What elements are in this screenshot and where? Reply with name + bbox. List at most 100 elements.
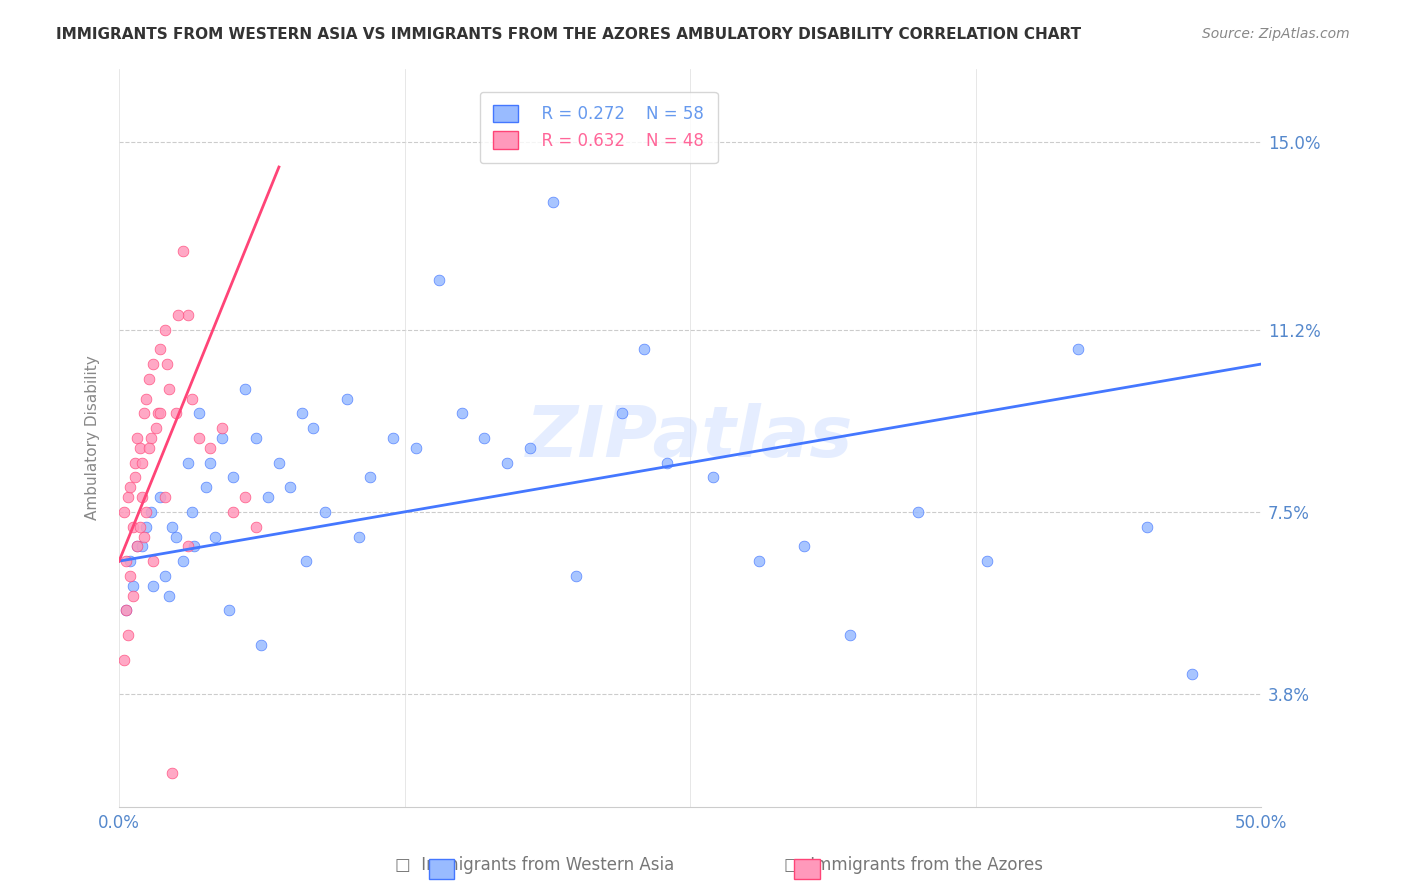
Point — [336, 392, 359, 406]
Legend:   R = 0.272    N = 58,   R = 0.632    N = 48: R = 0.272 N = 58, R = 0.632 N = 48 — [479, 92, 717, 163]
Point — [121, 519, 143, 533]
Y-axis label: Ambulatory Disability: Ambulatory Disability — [86, 356, 100, 520]
Point — [181, 392, 204, 406]
Point — [565, 569, 588, 583]
Point — [245, 431, 267, 445]
Point — [149, 406, 172, 420]
Point — [218, 603, 240, 617]
Point — [131, 490, 153, 504]
Point — [156, 357, 179, 371]
Point — [160, 766, 183, 780]
Point — [793, 540, 815, 554]
Point — [633, 343, 655, 357]
Point — [474, 431, 496, 445]
Point — [211, 431, 233, 445]
Point — [135, 519, 157, 533]
Point — [112, 505, 135, 519]
Point — [233, 382, 256, 396]
Point — [134, 406, 156, 420]
Point — [121, 589, 143, 603]
Point — [267, 456, 290, 470]
Point — [302, 421, 325, 435]
Point — [405, 441, 427, 455]
Point — [135, 505, 157, 519]
Point — [165, 406, 187, 420]
Point — [245, 519, 267, 533]
Point — [124, 470, 146, 484]
Point — [167, 308, 190, 322]
Point — [222, 505, 245, 519]
Point — [157, 589, 180, 603]
Point — [145, 421, 167, 435]
Text: ZIPatlas: ZIPatlas — [526, 403, 853, 473]
Point — [610, 406, 633, 420]
Text: IMMIGRANTS FROM WESTERN ASIA VS IMMIGRANTS FROM THE AZORES AMBULATORY DISABILITY: IMMIGRANTS FROM WESTERN ASIA VS IMMIGRAN… — [56, 27, 1081, 42]
Point — [139, 505, 162, 519]
Point — [211, 421, 233, 435]
Point — [135, 392, 157, 406]
Point — [153, 569, 176, 583]
Point — [131, 456, 153, 470]
Point — [1136, 519, 1159, 533]
Point — [176, 540, 198, 554]
Point — [176, 456, 198, 470]
Point — [295, 554, 318, 568]
Point — [188, 431, 211, 445]
Point — [450, 406, 472, 420]
Point — [115, 603, 138, 617]
Point — [748, 554, 770, 568]
Point — [519, 441, 541, 455]
Point — [115, 554, 138, 568]
Point — [359, 470, 381, 484]
Point — [181, 505, 204, 519]
Point — [121, 579, 143, 593]
Point — [153, 323, 176, 337]
Point — [157, 382, 180, 396]
Point — [200, 441, 222, 455]
Point — [120, 554, 142, 568]
Point — [291, 406, 314, 420]
Point — [134, 529, 156, 543]
Point — [127, 540, 149, 554]
Point — [124, 456, 146, 470]
Text: Source: ZipAtlas.com: Source: ZipAtlas.com — [1202, 27, 1350, 41]
Point — [204, 529, 226, 543]
Point — [200, 456, 222, 470]
Point — [160, 519, 183, 533]
Point — [347, 529, 370, 543]
Point — [427, 273, 450, 287]
Point — [165, 529, 187, 543]
Point — [314, 505, 336, 519]
Point — [222, 470, 245, 484]
Point — [120, 569, 142, 583]
Point — [382, 431, 405, 445]
Point — [541, 194, 564, 209]
Point — [976, 554, 998, 568]
Point — [149, 343, 172, 357]
Point — [117, 490, 139, 504]
Text: □  Immigrants from Western Asia: □ Immigrants from Western Asia — [395, 856, 673, 874]
Point — [138, 441, 160, 455]
Point — [702, 470, 724, 484]
Point — [127, 540, 149, 554]
Point — [128, 441, 150, 455]
Point — [115, 603, 138, 617]
Point — [183, 540, 205, 554]
Point — [153, 490, 176, 504]
Point — [1067, 343, 1090, 357]
Point — [138, 372, 160, 386]
Point — [128, 519, 150, 533]
Point — [142, 357, 165, 371]
Point — [112, 653, 135, 667]
Point — [142, 579, 165, 593]
Point — [1181, 667, 1204, 681]
Point — [131, 540, 153, 554]
Point — [194, 480, 217, 494]
Point — [838, 628, 860, 642]
Point — [496, 456, 519, 470]
Text: □  Immigrants from the Azores: □ Immigrants from the Azores — [785, 856, 1043, 874]
Point — [249, 638, 271, 652]
Point — [176, 308, 198, 322]
Point — [127, 431, 149, 445]
Point — [280, 480, 302, 494]
